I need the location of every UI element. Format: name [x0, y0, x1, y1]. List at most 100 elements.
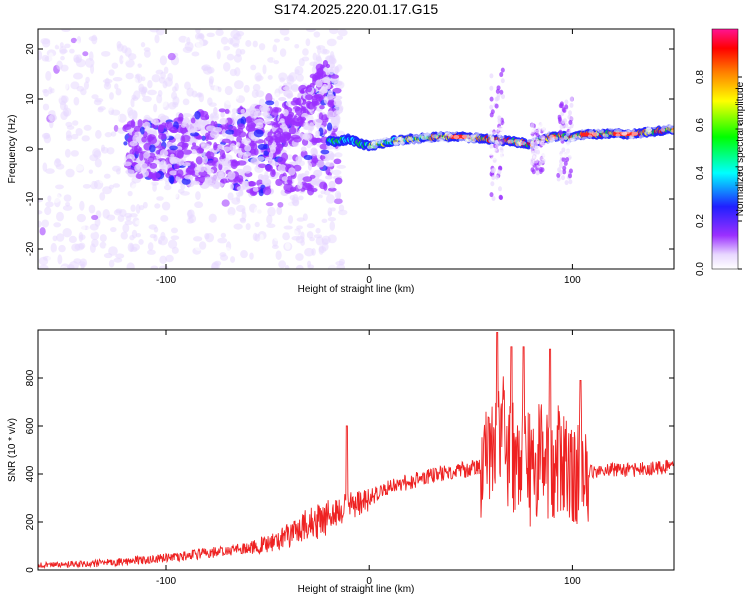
spectrogram-cell — [179, 126, 188, 134]
spectrogram-cell — [217, 237, 228, 244]
spectrogram-cell — [158, 239, 163, 245]
spectrogram-cell — [147, 80, 153, 89]
spectrogram-cell — [133, 98, 139, 108]
spectrogram-cell — [633, 151, 641, 156]
spectrogram-cell — [176, 150, 184, 159]
spectrogram-cell — [279, 118, 285, 123]
spectrogram-cell — [411, 151, 419, 156]
spectrogram-cell — [509, 129, 515, 134]
spectrogram-cell — [306, 223, 315, 229]
spectrogram-cell — [498, 186, 503, 192]
spectrogram-cell — [108, 246, 118, 256]
spectrogram-cell — [157, 124, 164, 131]
spectrogram-cell — [336, 219, 347, 229]
spectrogram-cell — [153, 103, 158, 113]
spectrogram-cell — [39, 227, 46, 236]
spectrogram-cell — [75, 127, 83, 136]
spectrogram-cell — [218, 163, 223, 171]
spectrogram-cell — [587, 134, 593, 139]
spectrogram-cell — [319, 104, 325, 110]
spectrogram-cell — [569, 96, 574, 102]
spectrogram-cell — [113, 124, 119, 132]
spectrogram-cell — [311, 248, 316, 256]
spectrogram-cell — [540, 151, 549, 156]
spectrogram-cell — [110, 226, 117, 233]
spectrogram-cell — [563, 135, 568, 141]
spectrogram-cell — [329, 50, 335, 60]
spectrogram-cell — [220, 36, 229, 45]
spectrogram-cell — [227, 206, 236, 216]
spectrogram-cell — [303, 154, 313, 161]
spectrogram-cell — [123, 161, 132, 167]
spectrogram-cell — [244, 144, 252, 152]
spectrogram-cell — [124, 212, 133, 218]
spectrogram-cell — [393, 131, 399, 136]
spectrogram-cell — [615, 133, 621, 138]
spectrogram-cell — [301, 182, 312, 191]
spectrogram-cell — [149, 144, 156, 153]
spectrogram-cell — [450, 120, 458, 125]
spectrogram-cell — [668, 117, 673, 122]
spectrogram-cell — [161, 201, 171, 211]
spectrogram-cell — [333, 98, 343, 108]
spectrogram-cell — [132, 110, 138, 121]
spectrogram-cell — [563, 160, 568, 166]
spectrogram-cell — [205, 202, 214, 210]
spectrogram-cell — [147, 249, 156, 255]
spectrogram-cell — [497, 169, 502, 175]
spectrogram-cell — [453, 134, 460, 139]
spectrogram-cell — [295, 99, 301, 105]
spectrogram-cell — [164, 77, 173, 87]
spectrogram-cell — [538, 135, 546, 140]
spectrogram-cell — [193, 236, 203, 242]
spectrogram-cell — [132, 134, 139, 144]
spectrogram-cell — [99, 192, 106, 201]
spectrogram-cell — [184, 81, 191, 90]
spectrogram-cell — [651, 117, 660, 122]
spectrogram-cell — [500, 67, 505, 73]
spectrogram-cell — [492, 120, 497, 125]
spectrogram-cell — [644, 149, 650, 154]
spectrogram-cell — [97, 106, 106, 111]
spectrogram-cell — [474, 120, 481, 125]
spectrogram-cell — [150, 265, 159, 269]
spectrogram-cell — [170, 227, 178, 234]
spectrogram-cell — [158, 133, 167, 140]
spectrogram-cell — [213, 106, 218, 116]
spectrogram-cell — [172, 191, 179, 199]
spectrogram-cell — [305, 94, 313, 101]
spectrogram-cell — [669, 137, 674, 142]
spectrogram-cell — [321, 218, 328, 223]
spectrogram-cell — [278, 97, 287, 102]
colorbar-ticks: 0.0 0.2 0.4 0.6 0.8 — [695, 70, 742, 276]
spectrogram-cell — [88, 169, 94, 174]
spectrogram-cell — [194, 201, 204, 209]
spectrogram-cell — [182, 149, 193, 155]
spectrogram-cell — [108, 41, 116, 49]
spectrogram-cell — [41, 132, 51, 140]
spectrogram-cell — [52, 235, 58, 242]
spectrogram-cell — [660, 114, 668, 119]
spectrogram-cell — [618, 123, 627, 128]
spectrogram-cell — [155, 69, 164, 75]
spectrogram-cell — [589, 113, 597, 118]
spectrogram-cell — [366, 145, 374, 150]
spectrogram-cell — [66, 180, 73, 191]
spectrogram-cell — [204, 176, 212, 185]
spectrogram-cell — [132, 64, 139, 71]
spectrogram-cell — [130, 119, 135, 129]
y-tick-label: 10 — [25, 93, 36, 105]
spectrogram-cell — [313, 118, 323, 125]
spectrogram-cell — [250, 64, 257, 71]
spectrogram-cell — [451, 130, 457, 135]
spectrogram-cell — [65, 201, 71, 207]
spectrogram-cell — [496, 92, 501, 98]
spectrogram-cell — [333, 198, 343, 205]
spectrogram-cell — [119, 192, 130, 197]
spectrogram-cell — [38, 264, 49, 269]
spectrogram-cell — [263, 150, 269, 157]
spectrogram-cell — [237, 149, 243, 159]
spectrogram-cell — [215, 58, 223, 68]
spectrogram-cell — [253, 129, 264, 138]
spectrogram-cell — [290, 83, 300, 93]
